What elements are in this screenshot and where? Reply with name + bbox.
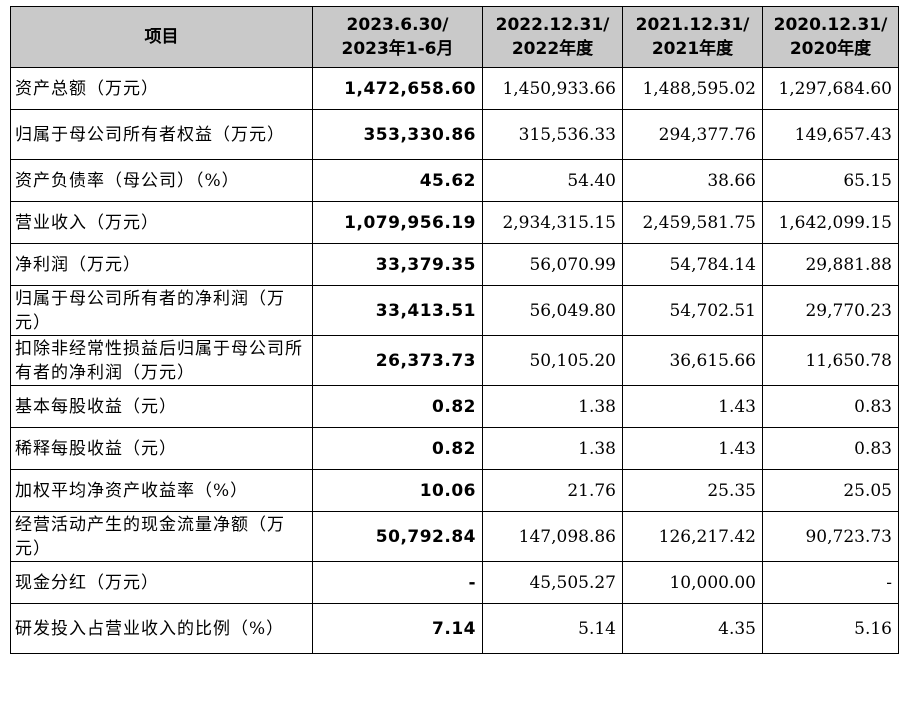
cell-2023h1: 50,792.84 [312,511,483,562]
cell-2020: 65.15 [762,159,899,202]
table-header: 项目 2023.6.30/2023年1-6月 2022.12.31/2022年度… [10,6,899,68]
row-label: 基本每股收益（元） [10,385,313,428]
cell-2021: 126,217.42 [622,511,763,562]
row-label: 营业收入（万元） [10,201,313,244]
row-label: 现金分红（万元） [10,561,313,604]
table-row: 净利润（万元） 33,379.35 56,070.99 54,784.14 29… [10,243,899,286]
cell-2020: 11,650.78 [762,335,899,386]
row-label: 资产负债率（母公司）（%） [10,159,313,202]
cell-2021: 36,615.66 [622,335,763,386]
cell-2021: 54,784.14 [622,243,763,286]
cell-2022: 147,098.86 [482,511,623,562]
cell-2020: 0.83 [762,385,899,428]
header-2021-date: 2021.12.31/ [635,15,750,35]
header-2023h1: 2023.6.30/2023年1-6月 [312,6,483,68]
row-label: 稀释每股收益（元） [10,427,313,470]
row-label: 经营活动产生的现金流量净额（万元） [10,511,313,562]
row-label: 归属于母公司所有者的净利润（万元） [10,285,313,336]
cell-2020: 25.05 [762,469,899,512]
cell-2023h1: 353,330.86 [312,109,483,160]
table-row: 营业收入（万元） 1,079,956.19 2,934,315.15 2,459… [10,201,899,244]
cell-2020: 1,642,099.15 [762,201,899,244]
cell-2023h1: 33,379.35 [312,243,483,286]
cell-2020: - [762,561,899,604]
cell-2021: 1,488,595.02 [622,67,763,110]
table-row: 基本每股收益（元） 0.82 1.38 1.43 0.83 [10,385,899,428]
cell-2023h1: 0.82 [312,427,483,470]
cell-2020: 29,770.23 [762,285,899,336]
financial-data-table: 项目 2023.6.30/2023年1-6月 2022.12.31/2022年度… [10,6,899,654]
financial-table-container: 项目 2023.6.30/2023年1-6月 2022.12.31/2022年度… [10,6,899,654]
header-2022-period: 2022年度 [511,39,594,59]
header-2020-date: 2020.12.31/ [773,15,888,35]
cell-2023h1: 1,079,956.19 [312,201,483,244]
cell-2022: 1,450,933.66 [482,67,623,110]
row-label: 净利润（万元） [10,243,313,286]
cell-2022: 56,049.80 [482,285,623,336]
table-row: 资产总额（万元） 1,472,658.60 1,450,933.66 1,488… [10,67,899,110]
cell-2021: 25.35 [622,469,763,512]
header-2021-period: 2021年度 [651,39,734,59]
cell-2023h1: 26,373.73 [312,335,483,386]
cell-2023h1: 0.82 [312,385,483,428]
header-2023h1-date: 2023.6.30/ [346,15,449,35]
cell-2020: 29,881.88 [762,243,899,286]
header-2023h1-period: 2023年1-6月 [341,39,454,59]
table-body: 资产总额（万元） 1,472,658.60 1,450,933.66 1,488… [10,67,899,654]
table-row: 稀释每股收益（元） 0.82 1.38 1.43 0.83 [10,427,899,470]
cell-2022: 54.40 [482,159,623,202]
header-row: 项目 2023.6.30/2023年1-6月 2022.12.31/2022年度… [10,6,899,68]
table-row: 加权平均净资产收益率（%） 10.06 21.76 25.35 25.05 [10,469,899,512]
row-label: 资产总额（万元） [10,67,313,110]
cell-2022: 315,536.33 [482,109,623,160]
cell-2022: 45,505.27 [482,561,623,604]
cell-2021: 294,377.76 [622,109,763,160]
cell-2022: 21.76 [482,469,623,512]
row-label: 归属于母公司所有者权益（万元） [10,109,313,160]
cell-2023h1: 1,472,658.60 [312,67,483,110]
table-row: 归属于母公司所有者的净利润（万元） 33,413.51 56,049.80 54… [10,285,899,336]
cell-2022: 1.38 [482,385,623,428]
table-row: 资产负债率（母公司）（%） 45.62 54.40 38.66 65.15 [10,159,899,202]
cell-2021: 10,000.00 [622,561,763,604]
header-item-label: 项目 [144,27,179,47]
cell-2023h1: - [312,561,483,604]
row-label: 加权平均净资产收益率（%） [10,469,313,512]
cell-2021: 1.43 [622,427,763,470]
cell-2021: 4.35 [622,603,763,654]
header-item: 项目 [10,6,313,68]
table-row: 归属于母公司所有者权益（万元） 353,330.86 315,536.33 29… [10,109,899,160]
cell-2020: 1,297,684.60 [762,67,899,110]
table-row: 现金分红（万元） - 45,505.27 10,000.00 - [10,561,899,604]
table-row: 经营活动产生的现金流量净额（万元） 50,792.84 147,098.86 1… [10,511,899,562]
cell-2023h1: 33,413.51 [312,285,483,336]
header-2022: 2022.12.31/2022年度 [482,6,623,68]
cell-2022: 50,105.20 [482,335,623,386]
cell-2022: 1.38 [482,427,623,470]
cell-2023h1: 7.14 [312,603,483,654]
cell-2021: 1.43 [622,385,763,428]
cell-2020: 5.16 [762,603,899,654]
cell-2022: 56,070.99 [482,243,623,286]
table-row: 研发投入占营业收入的比例（%） 7.14 5.14 4.35 5.16 [10,603,899,654]
cell-2020: 149,657.43 [762,109,899,160]
header-2022-date: 2022.12.31/ [495,15,610,35]
header-2020: 2020.12.31/2020年度 [762,6,899,68]
table-row: 扣除非经常性损益后归属于母公司所有者的净利润（万元） 26,373.73 50,… [10,335,899,386]
header-2021: 2021.12.31/2021年度 [622,6,763,68]
cell-2022: 2,934,315.15 [482,201,623,244]
cell-2020: 0.83 [762,427,899,470]
cell-2023h1: 10.06 [312,469,483,512]
cell-2020: 90,723.73 [762,511,899,562]
cell-2021: 54,702.51 [622,285,763,336]
row-label: 扣除非经常性损益后归属于母公司所有者的净利润（万元） [10,335,313,386]
header-2020-period: 2020年度 [789,39,872,59]
cell-2021: 2,459,581.75 [622,201,763,244]
row-label: 研发投入占营业收入的比例（%） [10,603,313,654]
cell-2021: 38.66 [622,159,763,202]
cell-2022: 5.14 [482,603,623,654]
cell-2023h1: 45.62 [312,159,483,202]
